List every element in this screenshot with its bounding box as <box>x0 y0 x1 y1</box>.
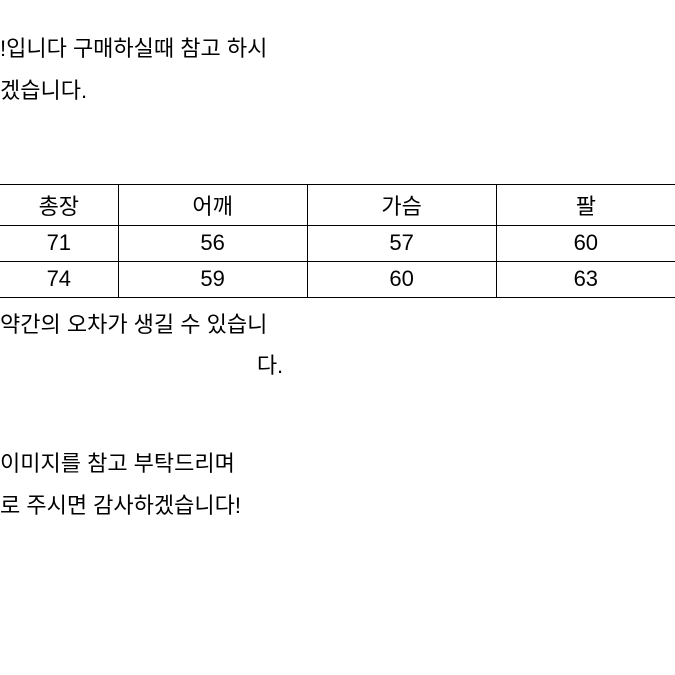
table-header-cell: 총장 <box>0 184 118 225</box>
table-cell: 59 <box>118 261 307 297</box>
table-cell: 63 <box>496 261 675 297</box>
table-cell: 60 <box>307 261 496 297</box>
table-cell: 74 <box>0 261 118 297</box>
table-header-cell: 어깨 <box>118 184 307 225</box>
table-header-row: 총장 어깨 가슴 팔 <box>0 184 675 225</box>
table-cell: 56 <box>118 225 307 261</box>
table-row: 71 56 57 60 <box>0 225 675 261</box>
intro-text-line1: !입니다 구매하실때 참고 하시 <box>0 28 675 70</box>
table-cell: 60 <box>496 225 675 261</box>
footer-text-line2: 로 주시면 감사하겠습니다! <box>0 485 675 527</box>
table-cell: 71 <box>0 225 118 261</box>
table-header-cell: 팔 <box>496 184 675 225</box>
intro-text-line2: 겠습니다. <box>0 70 675 112</box>
table-header-cell: 가슴 <box>307 184 496 225</box>
footer-text-line1: 이미지를 참고 부탁드리며 <box>0 443 675 485</box>
note-text-line2: 다. <box>0 345 540 387</box>
table-row: 74 59 60 63 <box>0 261 675 297</box>
table-cell: 57 <box>307 225 496 261</box>
size-table: 총장 어깨 가슴 팔 71 56 57 60 74 59 60 63 <box>0 184 675 298</box>
note-text-line1: 약간의 오차가 생길 수 있습니 <box>0 304 675 346</box>
